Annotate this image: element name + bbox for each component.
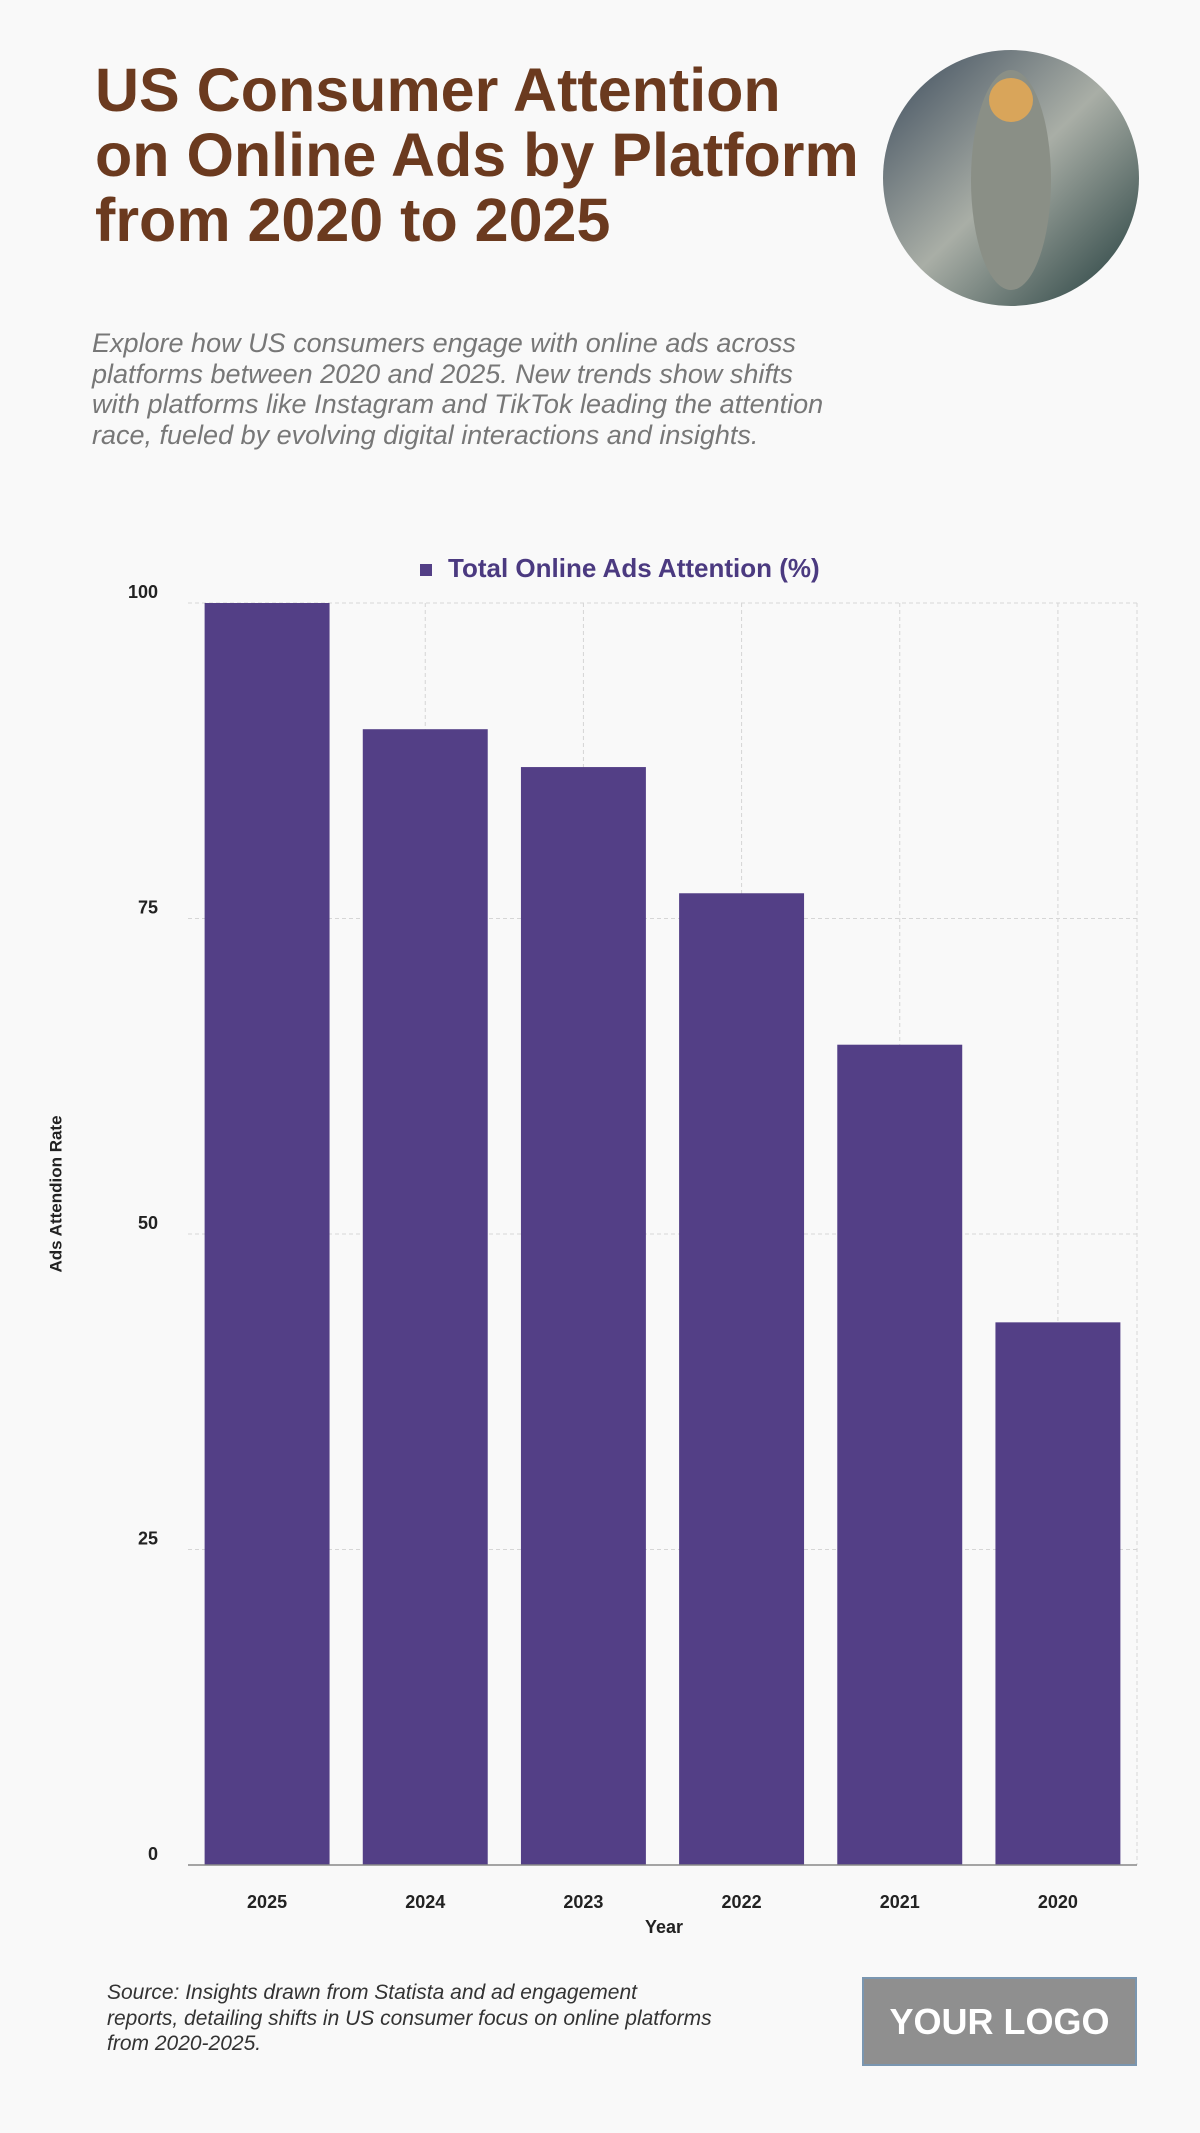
bar [204,603,330,1865]
photo [883,50,1139,306]
x-tick-label: 2024 [405,1892,445,1912]
y-tick-label: 50 [138,1213,158,1233]
bar [679,893,805,1865]
x-tick-label: 2021 [880,1892,920,1912]
x-tick-label: 2020 [1038,1892,1078,1912]
y-tick-label: 0 [148,1844,158,1864]
y-axis-title: Ads Attendion Rate [46,1115,65,1272]
bar [995,1322,1121,1865]
bar [362,729,488,1866]
y-tick-label: 100 [128,582,158,602]
legend-swatch [420,564,432,576]
x-tick-label: 2022 [722,1892,762,1912]
subtitle: Explore how US consumers engage with onl… [92,328,824,450]
y-tick-label: 25 [138,1528,158,1548]
x-tick-label: 2023 [563,1892,603,1912]
bar [837,1044,963,1865]
y-tick-label: 75 [138,897,158,917]
x-tick-label: 2025 [247,1892,287,1912]
legend-label: Total Online Ads Attention (%) [448,553,820,583]
logo: YOUR LOGO [862,1977,1137,2066]
bar [520,767,646,1865]
x-axis-title: Year [645,1917,683,1937]
title: US Consumer Attention on Online Ads by P… [95,56,859,254]
chart: 0 25 50 75 100 Total Online Ads Attention (%)… [46,553,1138,1937]
source: Source: Insights drawn from Statista and… [107,1981,712,2055]
